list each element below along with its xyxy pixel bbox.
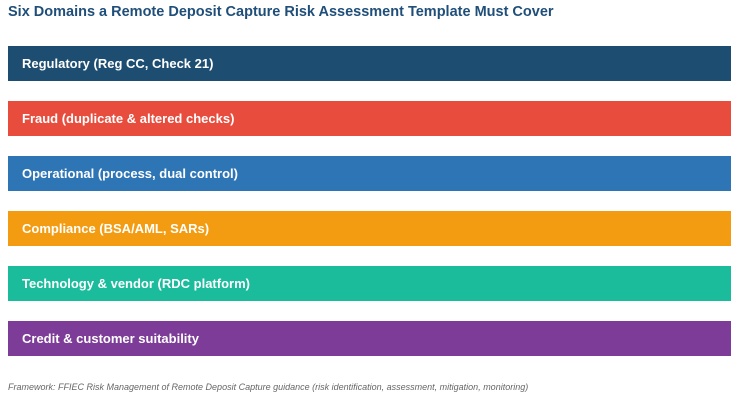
domain-label: Fraud (duplicate & altered checks) — [22, 111, 235, 126]
footnote: Framework: FFIEC Risk Management of Remo… — [8, 382, 529, 392]
domain-band-compliance: Compliance (BSA/AML, SARs) — [8, 211, 731, 246]
domain-band-credit: Credit & customer suitability — [8, 321, 731, 356]
domain-label: Credit & customer suitability — [22, 331, 199, 346]
domain-label: Technology & vendor (RDC platform) — [22, 276, 250, 291]
domain-band-operational: Operational (process, dual control) — [8, 156, 731, 191]
domain-label: Compliance (BSA/AML, SARs) — [22, 221, 210, 236]
domain-label: Regulatory (Reg CC, Check 21) — [22, 56, 214, 71]
domain-band-regulatory: Regulatory (Reg CC, Check 21) — [8, 46, 731, 81]
page-title: Six Domains a Remote Deposit Capture Ris… — [8, 4, 554, 20]
domain-list: Regulatory (Reg CC, Check 21) Fraud (dup… — [8, 46, 731, 356]
domain-label: Operational (process, dual control) — [22, 166, 238, 181]
domain-band-technology: Technology & vendor (RDC platform) — [8, 266, 731, 301]
domain-band-fraud: Fraud (duplicate & altered checks) — [8, 101, 731, 136]
